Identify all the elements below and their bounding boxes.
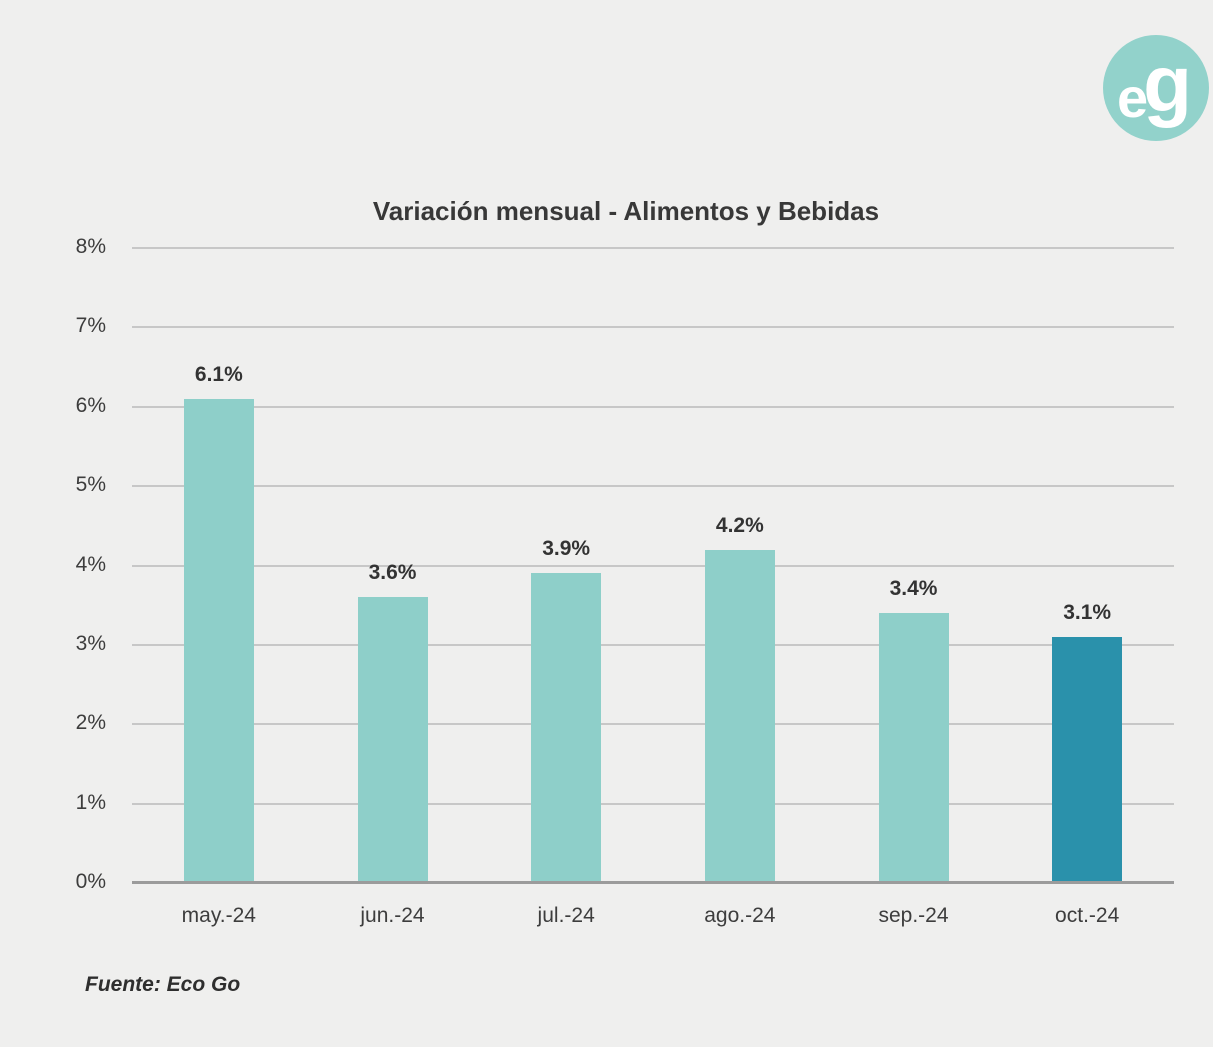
gridline (132, 723, 1174, 726)
bar-value-label: 3.1% (1063, 600, 1112, 624)
y-axis-tick-label: 5% (75, 473, 106, 497)
y-axis-tick-label: 7% (75, 314, 106, 338)
x-axis-line (132, 881, 1174, 884)
gridline (132, 485, 1174, 488)
gridline (132, 247, 1174, 249)
y-axis-tick-label: 1% (75, 790, 106, 814)
gridline (132, 643, 1174, 646)
y-axis-tick-label: 8% (75, 235, 106, 259)
bar-value-label: 6.1% (194, 362, 243, 386)
x-axis-tick-label: may.-24 (181, 904, 256, 927)
source-note: Fuente: Eco Go (85, 973, 241, 996)
y-axis-tick-label: 4% (75, 552, 106, 576)
bar-jul.-24 (531, 573, 602, 883)
gridline (132, 326, 1174, 329)
bar-value-label: 3.4% (889, 577, 938, 601)
logo-letter-e: e (1116, 66, 1148, 129)
gridline (132, 564, 1174, 567)
plot-area: 0% 1% 2% 3% 4% 5% 6% 7% 8% 6.1% may.-24 3.6% jun.-24… (76, 235, 1174, 927)
chart-title: Variación mensual - Alimentos y Bebidas (372, 196, 880, 226)
bar-may.-24 (183, 398, 254, 883)
y-axis-tick-label: 6% (75, 393, 106, 417)
eg-logo: e g (1103, 35, 1209, 141)
x-axis-tick-label: oct.-24 (1055, 904, 1120, 927)
x-axis-tick-label: sep.-24 (878, 904, 949, 927)
bar-jun.-24 (357, 597, 428, 883)
x-axis-tick-label: jun.-24 (360, 904, 425, 927)
y-axis-tick-label: 2% (75, 711, 106, 735)
y-axis-tick-label: 0% (75, 870, 106, 894)
y-axis-tick-label: 3% (75, 631, 106, 655)
x-axis-tick-label: ago.-24 (704, 904, 776, 927)
bar-value-label: 4.2% (715, 513, 764, 537)
bar-value-label: 3.6% (368, 561, 417, 585)
x-axis-tick-label: jul.-24 (537, 904, 595, 927)
bar-ago.-24 (704, 549, 775, 883)
bar-sep.-24 (878, 613, 949, 883)
bar-oct.-24 (1052, 636, 1123, 883)
gridline (132, 802, 1174, 805)
gridline (132, 405, 1174, 408)
bar-value-label: 3.9% (542, 537, 591, 561)
logo-letter-g: g (1143, 39, 1193, 128)
